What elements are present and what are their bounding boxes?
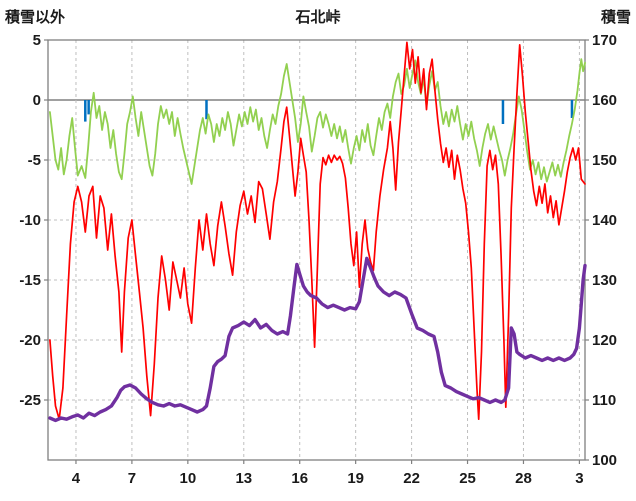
x-tick-label: 3 [575,470,583,487]
right-tick-label: 170 [592,32,617,49]
right-tick-label: 150 [592,152,617,169]
right-tick-label: 110 [592,392,616,409]
series-green [49,58,586,185]
x-tick-label: 16 [291,470,308,487]
right-tick-label: 130 [592,272,617,289]
series-purple-snow-depth [48,256,587,423]
gridlines [48,40,585,460]
left-axis-title: 積雪以外 [5,9,66,26]
event-bars [84,100,574,124]
x-tick-label: 25 [459,470,476,487]
left-tick-label: 0 [33,92,41,109]
right-axis-title: 積雪 [600,9,631,26]
left-tick-label: -5 [28,152,41,169]
chart-title: 石北峠 [295,9,341,26]
x-tick-label: 4 [72,470,81,487]
left-tick-label: -15 [19,272,41,289]
left-tick-label: 5 [33,32,41,49]
right-tick-label: 120 [592,332,617,349]
right-tick-label: 100 [592,452,617,469]
axis-labels: 5 0 -5 -10 -15 -20 -25 170 160 150 140 130 120 110 100… [19,32,617,487]
plot-border [47,39,586,461]
right-tick-label: 160 [592,92,617,109]
left-tick-label: -10 [19,212,41,229]
series-red [49,41,586,421]
x-tick-label: 19 [347,470,364,487]
x-tick-label: 28 [515,470,532,487]
right-tick-label: 140 [592,212,617,229]
x-tick-label: 10 [180,470,197,487]
x-tick-label: 13 [235,470,252,487]
x-tick-label: 7 [128,470,136,487]
x-tick-label: 22 [403,470,420,487]
left-tick-label: -25 [19,392,41,409]
left-tick-label: -20 [19,332,41,349]
